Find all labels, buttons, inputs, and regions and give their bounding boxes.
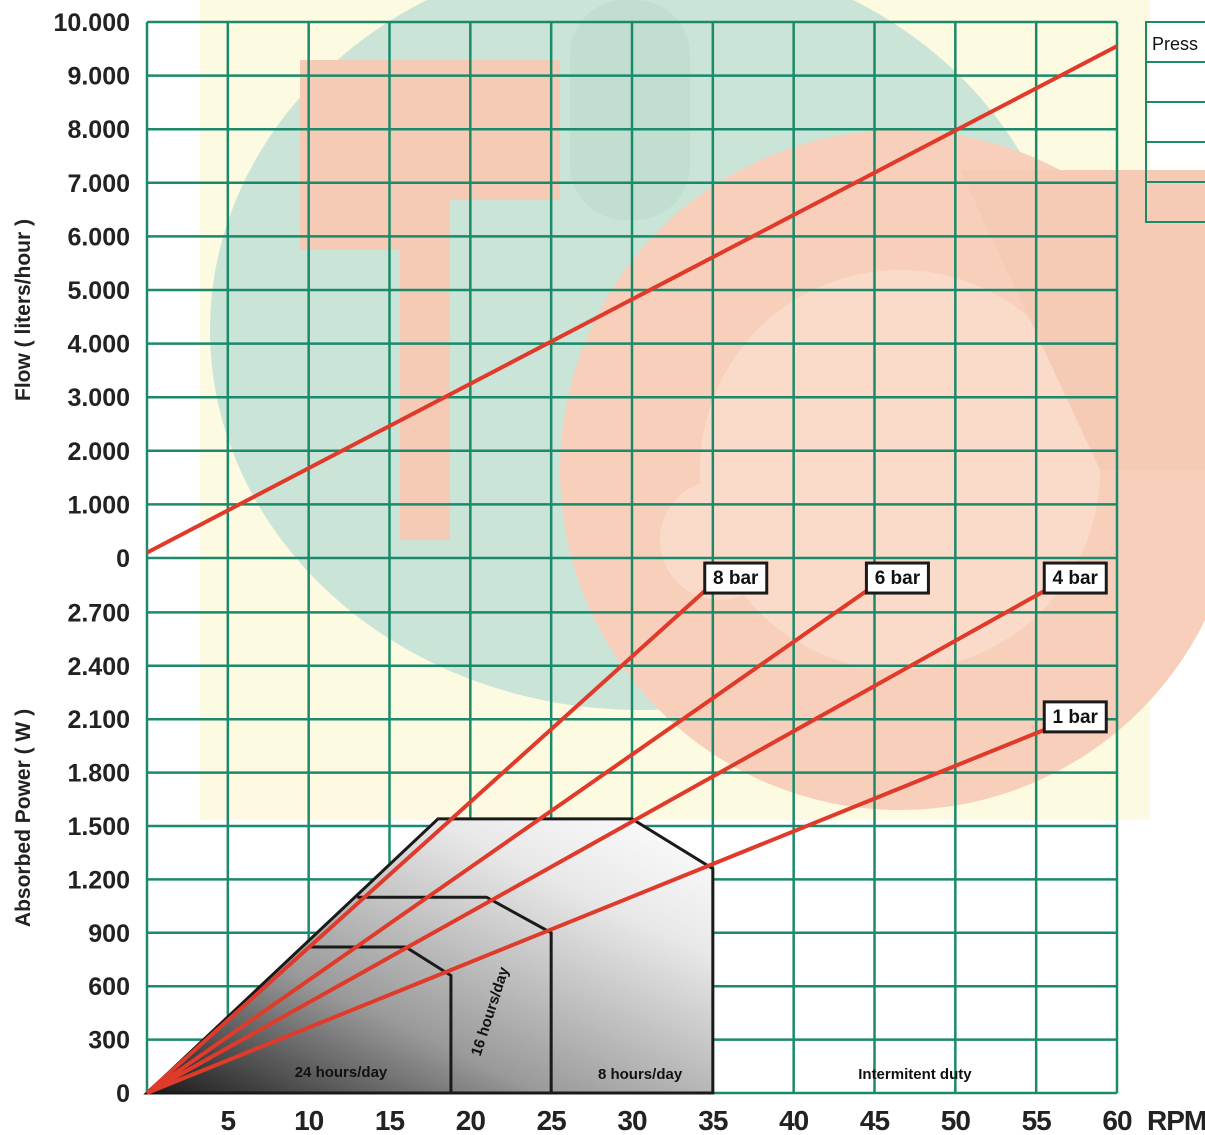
y-tick-label-flow: 2.000	[67, 438, 130, 466]
y-axis-title-flow: Flow ( liters/hour )	[12, 219, 35, 401]
x-tick-label: 50	[941, 1105, 971, 1135]
y-tick-label-power: 0	[116, 1080, 130, 1108]
y-tick-label-power: 300	[88, 1027, 130, 1055]
x-tick-label: 10	[294, 1105, 324, 1135]
x-tick-label: 20	[456, 1105, 486, 1135]
y-tick-label-flow: 5.000	[67, 277, 130, 305]
x-tick-label: 55	[1022, 1105, 1052, 1135]
zone-label-24h: 24 hours/day	[295, 1064, 388, 1081]
y-tick-label-power: 2.700	[67, 599, 130, 627]
x-tick-label: 45	[860, 1105, 890, 1135]
zone-label-intermittent: Intermitent duty	[858, 1066, 972, 1083]
y-tick-label-power: 1.800	[67, 760, 130, 788]
curves: 8 bar 6 bar 4 bar 1 bar	[145, 44, 1118, 1095]
power-line-8-bar	[145, 589, 707, 1095]
y-tick-label-power: 2.400	[67, 653, 130, 681]
duty-zone-area	[143, 817, 715, 1095]
y-tick-label-flow: 10.000	[54, 9, 130, 37]
power-line-4-bar	[146, 589, 1046, 1095]
y-tick-label-power: 1.200	[67, 866, 130, 894]
x-axis-tick-labels: 5 10 15 20 25 30 35 40 45 50 55 60 RPM	[221, 1105, 1205, 1135]
series-label-box	[1042, 700, 1108, 734]
y-tick-label-flow: 6.000	[67, 223, 130, 251]
series-label: 6 bar	[875, 568, 921, 589]
y-tick-label-flow: 4.000	[67, 331, 130, 359]
x-tick-label: 60	[1102, 1105, 1132, 1135]
x-tick-label: 30	[617, 1105, 647, 1135]
series-label-box	[703, 561, 769, 595]
y-tick-label-power: 900	[88, 920, 130, 948]
background-watermark	[200, 0, 1205, 820]
y-tick-label-flow: 9.000	[67, 63, 130, 91]
y-tick-label-power: 2.100	[67, 706, 130, 734]
x-tick-label: 25	[537, 1105, 567, 1135]
x-axis-unit: RPM	[1147, 1105, 1205, 1135]
series-label-box	[1042, 561, 1108, 595]
x-tick-label: 35	[698, 1105, 728, 1135]
y-tick-label-flow: 3.000	[67, 384, 130, 412]
y-axis-tick-labels: 0 1.000 2.000 3.000 4.000 5.000 6.000 7.000 8.00…	[54, 9, 130, 1108]
series-label: 8 bar	[713, 568, 759, 589]
series-label: 4 bar	[1053, 568, 1099, 589]
x-tick-label: 40	[779, 1105, 809, 1135]
y-tick-label-flow: 0	[116, 545, 130, 573]
y-tick-label-flow: 1.000	[67, 491, 130, 519]
y-tick-label-flow: 7.000	[67, 170, 130, 198]
x-tick-label: 15	[375, 1105, 405, 1135]
legend-box: Press	[1145, 21, 1205, 223]
zone-border-16h	[357, 895, 553, 1093]
zone-label-8h: 8 hours/day	[598, 1066, 683, 1083]
x-tick-label: 5	[221, 1105, 236, 1135]
flow-line	[146, 44, 1118, 555]
y-tick-label-power: 1.500	[67, 813, 130, 841]
y-tick-label-power: 600	[88, 973, 130, 1001]
series-label-box	[864, 561, 930, 595]
legend-title: Press	[1152, 34, 1198, 54]
power-line-6-bar	[145, 589, 868, 1095]
power-line-1-bar	[146, 728, 1046, 1095]
y-tick-label-flow: 8.000	[67, 116, 130, 144]
series-label: 1 bar	[1053, 707, 1099, 728]
y-axis-title-power: Absorbed Power ( W )	[12, 709, 35, 927]
